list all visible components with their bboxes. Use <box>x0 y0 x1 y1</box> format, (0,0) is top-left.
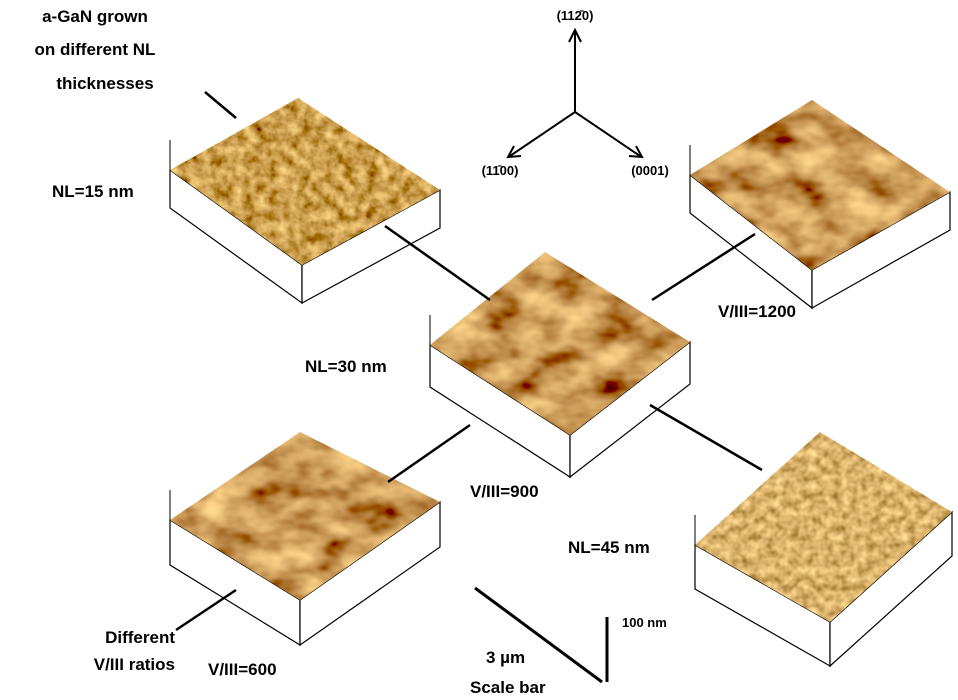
axis-label: (11̄00) <box>482 163 519 178</box>
panel-label: V/III=900 <box>470 482 539 501</box>
afm-panels <box>170 98 952 666</box>
panel-label: NL=30 nm <box>305 357 387 376</box>
panel-label: NL=15 nm <box>52 182 134 201</box>
ratio-label: Different <box>105 628 175 647</box>
scale-lateral: 3 µm <box>486 648 525 667</box>
panel-label: V/III=1200 <box>718 302 796 321</box>
axis-label: (0001) <box>631 163 669 178</box>
afm-panel <box>170 98 440 303</box>
axis-label: (112̄0) <box>557 8 594 23</box>
scale-height: 100 nm <box>622 615 667 630</box>
scale-bar <box>475 588 607 682</box>
afm-panel <box>695 432 952 666</box>
panel-label: V/III=600 <box>208 660 277 679</box>
group-label: thicknesses <box>56 74 153 93</box>
afm-panel <box>690 100 950 308</box>
group-label: on different NL <box>35 40 156 59</box>
ratio-label: V/III ratios <box>94 655 175 674</box>
figure: (112̄0) (11̄00) (0001) a-GaN grown on di… <box>0 0 958 700</box>
scale-title: Scale bar <box>470 678 546 697</box>
afm-panel <box>170 432 440 645</box>
panel-label: NL=45 nm <box>568 538 650 557</box>
group-label: a-GaN grown <box>42 7 148 26</box>
crystal-axes <box>508 30 642 157</box>
